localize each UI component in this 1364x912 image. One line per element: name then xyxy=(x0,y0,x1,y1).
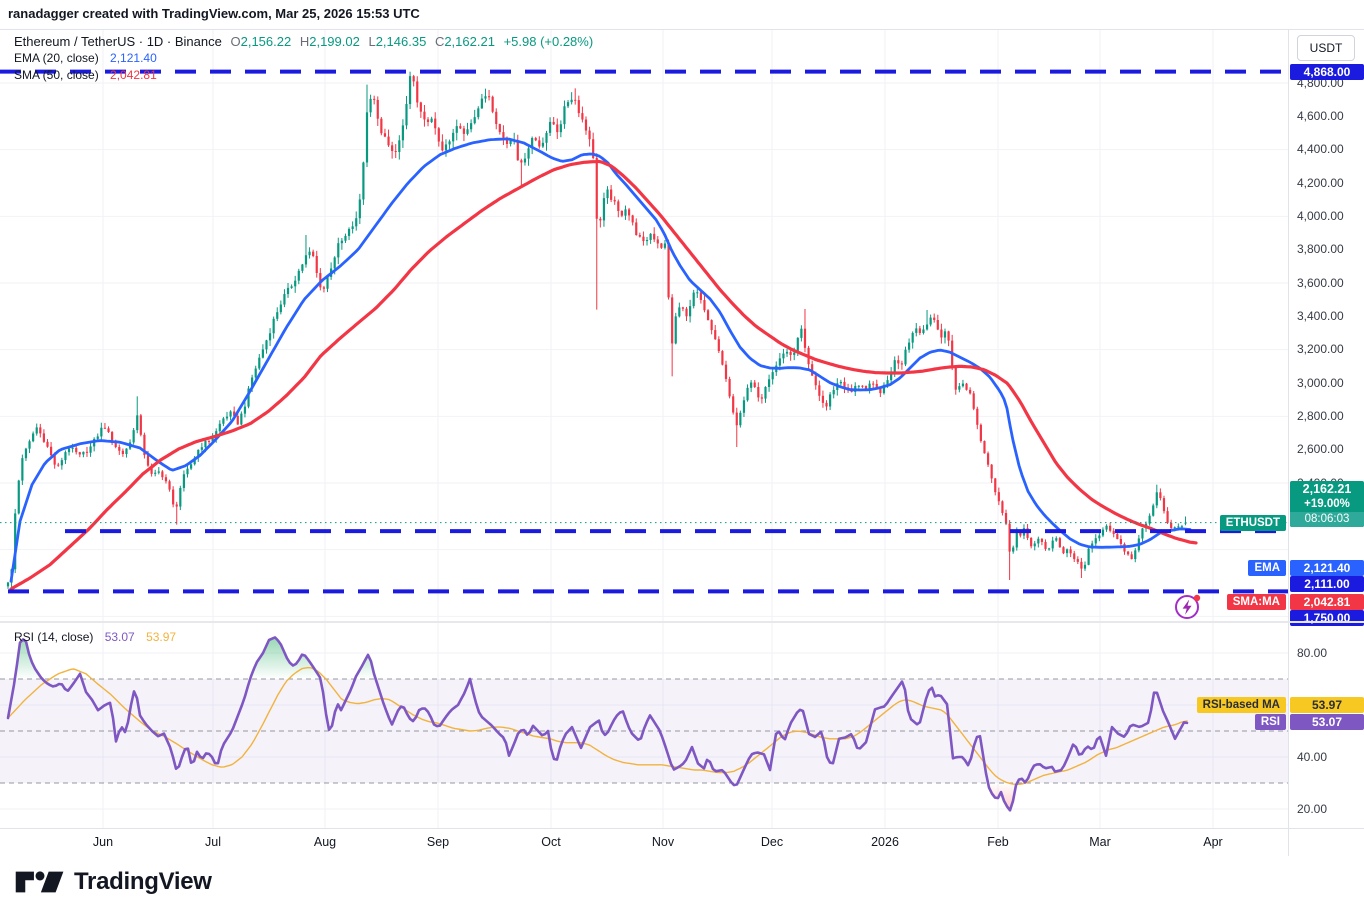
price-chart-canvas[interactable] xyxy=(0,30,1288,622)
month-label: Jul xyxy=(205,835,221,849)
high-label: H xyxy=(299,34,310,49)
price-legend: Ethereum / TetherUS · 1D · Binance O2,15… xyxy=(14,33,593,84)
ema-legend-value: 2,121.40 xyxy=(110,51,157,65)
rsi-ma-legend-value: 53.97 xyxy=(146,630,177,644)
bar-countdown: 08:06:03 xyxy=(1290,512,1364,527)
month-label: Mar xyxy=(1089,835,1111,849)
month-label: Apr xyxy=(1203,835,1223,849)
ema-tag: EMA xyxy=(1248,560,1286,576)
rsi-based-ma-line xyxy=(7,666,1188,785)
price-tick: 3,800.00 xyxy=(1297,242,1344,257)
open-label: O xyxy=(230,34,241,49)
price-tick: 4,600.00 xyxy=(1297,108,1344,123)
price-tick: 3,400.00 xyxy=(1297,308,1344,323)
month-label: Nov xyxy=(651,835,675,849)
price-tick: 4,400.00 xyxy=(1297,142,1344,157)
symbol-title[interactable]: Ethereum / TetherUS · 1D · Binance xyxy=(14,34,222,49)
currency-toggle-button[interactable]: USDT xyxy=(1297,35,1355,61)
rsi-overbought-fill xyxy=(8,637,1188,679)
price-tick: 3,000.00 xyxy=(1297,375,1344,390)
sma-legend-label[interactable]: SMA (50, close) xyxy=(14,68,99,82)
close-label: C xyxy=(434,34,445,49)
time-axis-divider xyxy=(0,828,1364,829)
lower-level-badge: 1,750.00 xyxy=(1290,610,1364,626)
session-change-value: +19.00% xyxy=(1304,498,1350,510)
candlestick-series xyxy=(6,71,1187,589)
last-price-badge: 2,162.21 +19.00% 08:06:03 xyxy=(1290,481,1364,527)
price-tick: 4,000.00 xyxy=(1297,208,1344,223)
month-label: Aug xyxy=(313,835,337,849)
lightning-icon xyxy=(1182,600,1192,615)
rsi-tick: 20.00 xyxy=(1297,801,1328,816)
sma-tag: SMA:MA xyxy=(1226,594,1286,610)
month-label: Feb xyxy=(987,835,1009,849)
month-label: Dec xyxy=(760,835,784,849)
price-tick: 3,600.00 xyxy=(1297,275,1344,290)
rsi-ma-tag: RSI-based MA xyxy=(1196,697,1286,713)
price-tick: 3,200.00 xyxy=(1297,342,1344,357)
low-label: L xyxy=(368,34,376,49)
rsi-tick: 40.00 xyxy=(1297,749,1328,764)
change-value: +5.98 (+0.28%) xyxy=(503,34,594,49)
price-axis[interactable]: USDT 4,868.00 2,162.21 +19.00% 08:06:03 … xyxy=(1288,30,1364,856)
ema-20-line xyxy=(9,137,1192,583)
rsi-legend-value: 53.07 xyxy=(104,630,135,644)
ema-value-badge: 2,121.40 xyxy=(1290,560,1364,576)
high-value: 2,199.02 xyxy=(309,34,360,49)
price-tick: 4,200.00 xyxy=(1297,175,1344,190)
tradingview-logo-text: TradingView xyxy=(74,868,212,895)
symbol-row[interactable]: Ethereum / TetherUS · 1D · Binance O2,15… xyxy=(14,33,593,50)
month-label: Jun xyxy=(92,835,114,849)
tradingview-logo-icon xyxy=(15,871,64,893)
rsi-value-badge: 53.07 xyxy=(1290,714,1364,730)
price-tick: 2,800.00 xyxy=(1297,408,1344,423)
ema-legend-row[interactable]: EMA (20, close) 2,121.40 xyxy=(14,50,593,67)
open-value: 2,156.22 xyxy=(240,34,292,49)
notification-dot xyxy=(1193,594,1201,602)
rsi-oversold-fill xyxy=(8,783,1188,811)
sma-legend-value: 2,042.81 xyxy=(110,68,157,82)
month-label: 2026 xyxy=(871,835,899,849)
rsi-line xyxy=(6,636,1189,812)
mid-level-badge: 2,111.00 xyxy=(1290,576,1364,592)
upper-level-badge: 4,868.00 xyxy=(1290,64,1364,80)
price-tick: 2,600.00 xyxy=(1297,442,1344,457)
rsi-legend-label[interactable]: RSI (14, close) xyxy=(14,630,94,644)
panel-divider[interactable] xyxy=(0,621,1364,623)
low-value: 2,146.35 xyxy=(375,34,427,49)
close-value: 2,162.21 xyxy=(444,34,495,49)
time-axis[interactable]: Jun Jul Aug Sep Oct Nov Dec 2026 Feb Mar Apr xyxy=(0,829,1364,856)
symbol-price-tag: ETHUSDT xyxy=(1219,515,1286,531)
month-label: Oct xyxy=(541,835,561,849)
rsi-tag: RSI xyxy=(1254,714,1286,730)
rsi-legend[interactable]: RSI (14, close) 53.07 53.97 xyxy=(14,630,176,644)
instant-trading-button[interactable] xyxy=(1174,592,1202,620)
last-price-value: 2,162.21 xyxy=(1302,482,1352,496)
sma-legend-row[interactable]: SMA (50, close) 2,042.81 xyxy=(14,67,593,84)
rsi-tick: 80.00 xyxy=(1297,645,1328,660)
attribution-text: ranadagger created with TradingView.com,… xyxy=(8,6,420,21)
tradingview-logo[interactable]: TradingView xyxy=(14,864,212,900)
sma-value-badge: 2,042.81 xyxy=(1290,594,1364,610)
rsi-ma-value-badge: 53.97 xyxy=(1290,697,1364,713)
header-divider xyxy=(0,29,1364,30)
month-label: Sep xyxy=(426,835,450,849)
sma-50-line xyxy=(9,159,1198,591)
rsi-panel-canvas[interactable] xyxy=(0,622,1288,828)
ema-legend-label[interactable]: EMA (20, close) xyxy=(14,51,99,65)
